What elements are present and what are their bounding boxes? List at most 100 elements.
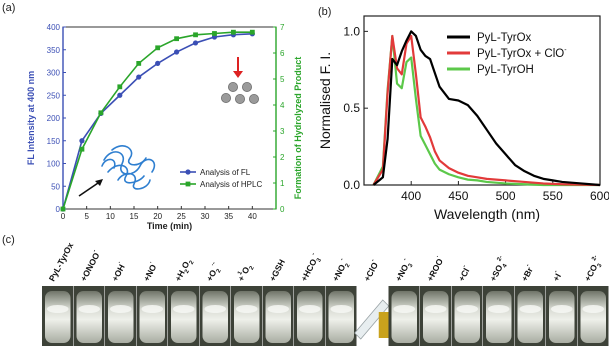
vial (354, 286, 390, 346)
panel-a-legend-label: Analysis of FL (200, 168, 251, 177)
panel-a-fl-point (174, 49, 180, 55)
vial (483, 286, 514, 346)
panel-b-series-line-3 (372, 34, 600, 187)
panel-c-label: (c) (2, 234, 15, 246)
panel-a-y2-tick-label: 6 (280, 49, 285, 58)
panel-a-hplc-point (117, 84, 123, 90)
panel-a-hplc-point (231, 29, 236, 35)
polymer-strand (117, 172, 151, 190)
vial-label: +NO3- (392, 257, 415, 284)
panel-b-y-axis-title: Normalised F. I. (317, 52, 333, 149)
vial (42, 286, 73, 346)
panel-a-y2-tick-label: 2 (280, 153, 285, 162)
panel-a-y2-tick-label: 5 (280, 75, 285, 84)
panel-b-series-line-1 (372, 30, 601, 187)
panel-b-legend-label: PyL-TyrOx + ClO- (477, 47, 567, 60)
panel-a-x-tick-label: 10 (106, 212, 115, 221)
vial-label: +SO42- (487, 255, 512, 284)
vial-label: +GSH (267, 258, 287, 283)
panel-a-y-tick-label: 150 (47, 137, 61, 146)
panel-a-y-tick-label: 250 (47, 91, 61, 100)
vial-photo-strip (42, 286, 609, 346)
vial (73, 286, 105, 346)
vial (325, 286, 357, 346)
tube-label-patch (378, 312, 389, 338)
panel-b-x-tick-label: 500 (496, 189, 516, 203)
vial-body (171, 291, 197, 343)
vial-meniscus (551, 305, 573, 313)
panel-a-hplc-point (98, 110, 104, 116)
vial-meniscus (204, 305, 226, 313)
vial-meniscus (330, 305, 352, 313)
panel-b-x-tick-label: 400 (401, 189, 421, 203)
vial-label: +HCO3- (298, 252, 324, 284)
vial-body (580, 291, 606, 343)
vial-meniscus (236, 305, 258, 313)
panel-a-y2-tick-label: 7 (280, 23, 285, 32)
vial-meniscus (47, 305, 69, 313)
panel-b-frame (363, 15, 601, 186)
vial-body (517, 291, 543, 343)
vial (294, 286, 325, 346)
panel-a-fl-point (136, 74, 142, 80)
panel-b-y-tick-label: 1.0 (343, 24, 360, 38)
panel-a-x-tick-label: 35 (224, 212, 233, 221)
polymer-strand (101, 158, 116, 169)
vial-meniscus (173, 305, 195, 313)
panel-a-y2-tick-label: 0 (280, 205, 285, 214)
vial-label: +NO· (140, 260, 159, 283)
panel-a-y-tick-label: 300 (47, 69, 61, 78)
vial (168, 286, 199, 346)
panel-a-legend-marker (185, 169, 191, 175)
panel-a-fl-point (117, 92, 123, 98)
vial (105, 286, 136, 346)
red-arrowhead-icon (233, 71, 243, 78)
panel-a-x-tick-label: 20 (153, 212, 162, 221)
vial-body (549, 291, 575, 343)
panel-c-vials: (c) PyL-TyrOx +ONOO- +OH· +NO· +H2O2 +O2·- +1O… (2, 234, 609, 346)
vial-meniscus (78, 305, 100, 313)
panel-a-legend: Analysis of FL Analysis of HPLC (180, 168, 262, 189)
vial (420, 286, 451, 346)
vial-meniscus (582, 305, 604, 313)
vial-label: +Cl- (455, 264, 472, 283)
panel-a-x-tick-label: 40 (248, 212, 257, 221)
polymer-coil-icon (101, 145, 156, 190)
panel-a-illustration (78, 57, 259, 197)
particle-icon (248, 94, 259, 105)
panel-a-y-axis-title: FL Intensity at 400 nm (26, 71, 36, 165)
panel-a-x-tick-label: 0 (61, 212, 66, 221)
particle-icon (234, 94, 245, 105)
panel-b-chart: (b) 400 450 500 550 600 0.0 0.5 1.0 Wavelength (… (317, 6, 609, 222)
panel-a-hplc-point (136, 61, 142, 66)
vial-body (202, 291, 228, 343)
vial-body (454, 291, 480, 343)
vial (451, 286, 483, 346)
panel-a-x-tick-label: 15 (130, 212, 139, 221)
vial-label: +Br- (518, 263, 535, 283)
panel-a-y2-tick-label: 4 (280, 101, 285, 110)
particle-icon (241, 82, 252, 93)
vial-meniscus (488, 305, 510, 313)
vial-label: +ROO· (424, 255, 446, 283)
panel-a-hplc-point (155, 45, 161, 51)
vial-label: +I- (550, 270, 564, 283)
panel-a-hplc-point (60, 206, 66, 212)
vial (546, 286, 577, 346)
panel-a-y-tick-label: 50 (51, 182, 60, 191)
panel-a-y-tick-label: 200 (47, 114, 61, 123)
vial (388, 286, 420, 346)
vial-label: +NO2- (329, 257, 352, 284)
panel-a-hplc-point (249, 29, 255, 35)
panel-a-label: (a) (2, 2, 15, 14)
panel-a-hplc-point (174, 36, 179, 42)
vial (514, 286, 546, 346)
panel-b-legend-label: PyL-TyrOH (477, 64, 534, 76)
vial-meniscus (299, 305, 321, 313)
panel-b-label: (b) (318, 6, 331, 18)
vial-meniscus (519, 305, 541, 313)
vial-label: +1O2 (235, 261, 256, 284)
panel-b-y-tick-label: 0.5 (343, 101, 360, 115)
black-arrowhead-icon (95, 179, 103, 186)
